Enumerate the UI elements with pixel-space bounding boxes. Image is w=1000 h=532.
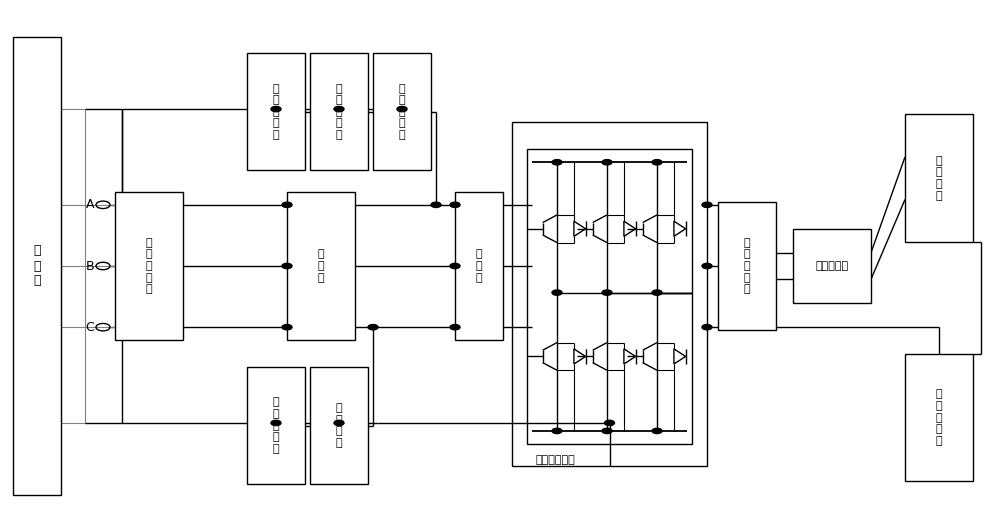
- FancyBboxPatch shape: [287, 192, 355, 340]
- Circle shape: [602, 290, 612, 295]
- Circle shape: [282, 263, 292, 269]
- Circle shape: [552, 428, 562, 434]
- FancyBboxPatch shape: [527, 149, 692, 444]
- Text: 液
流
电
池: 液 流 电 池: [936, 156, 942, 201]
- FancyBboxPatch shape: [13, 37, 61, 495]
- Text: A: A: [86, 198, 94, 211]
- FancyBboxPatch shape: [905, 354, 973, 481]
- Text: 第
二
断
路
器: 第 二 断 路 器: [273, 84, 279, 140]
- FancyBboxPatch shape: [455, 192, 503, 340]
- Circle shape: [368, 325, 378, 330]
- Text: 降
压
变
压
器: 降 压 变 压 器: [336, 84, 342, 140]
- Circle shape: [271, 106, 281, 112]
- Circle shape: [652, 160, 662, 165]
- Circle shape: [604, 420, 614, 426]
- Circle shape: [397, 106, 407, 112]
- Text: B: B: [86, 260, 94, 272]
- FancyBboxPatch shape: [247, 53, 305, 170]
- Circle shape: [702, 202, 712, 207]
- Circle shape: [334, 420, 344, 426]
- FancyBboxPatch shape: [905, 114, 973, 242]
- Text: 第
三
断
路
器: 第 三 断 路 器: [273, 397, 279, 454]
- FancyBboxPatch shape: [793, 229, 871, 303]
- FancyBboxPatch shape: [718, 202, 776, 330]
- Circle shape: [652, 428, 662, 434]
- Text: 第
四
断
路
器: 第 四 断 路 器: [744, 238, 750, 294]
- Text: 控
制
器: 控 制 器: [33, 245, 41, 287]
- Text: 电
压
传
感
器: 电 压 传 感 器: [936, 389, 942, 446]
- FancyBboxPatch shape: [310, 367, 368, 484]
- Text: 电
抗
器: 电 抗 器: [476, 250, 482, 282]
- Circle shape: [282, 202, 292, 207]
- FancyBboxPatch shape: [373, 53, 431, 170]
- Circle shape: [450, 263, 460, 269]
- FancyBboxPatch shape: [310, 53, 368, 170]
- Text: 接
触
器: 接 触 器: [318, 250, 324, 282]
- Circle shape: [602, 160, 612, 165]
- Circle shape: [282, 325, 292, 330]
- FancyBboxPatch shape: [512, 122, 707, 466]
- Text: 功率转换模块: 功率转换模块: [535, 455, 575, 465]
- Circle shape: [450, 202, 460, 207]
- Circle shape: [271, 420, 281, 426]
- Circle shape: [652, 290, 662, 295]
- Circle shape: [552, 290, 562, 295]
- Text: 第
一
断
路
器: 第 一 断 路 器: [146, 238, 152, 294]
- Text: 电流传感器: 电流传感器: [815, 261, 849, 271]
- Circle shape: [334, 106, 344, 112]
- Circle shape: [552, 160, 562, 165]
- Text: 第
五
断
路
器: 第 五 断 路 器: [399, 84, 405, 140]
- FancyBboxPatch shape: [115, 192, 183, 340]
- Circle shape: [431, 202, 441, 207]
- Text: 充
电
电
阻: 充 电 电 阻: [336, 403, 342, 448]
- Circle shape: [702, 325, 712, 330]
- Circle shape: [450, 325, 460, 330]
- FancyBboxPatch shape: [247, 367, 305, 484]
- Text: C: C: [86, 321, 94, 334]
- Circle shape: [602, 428, 612, 434]
- Circle shape: [702, 263, 712, 269]
